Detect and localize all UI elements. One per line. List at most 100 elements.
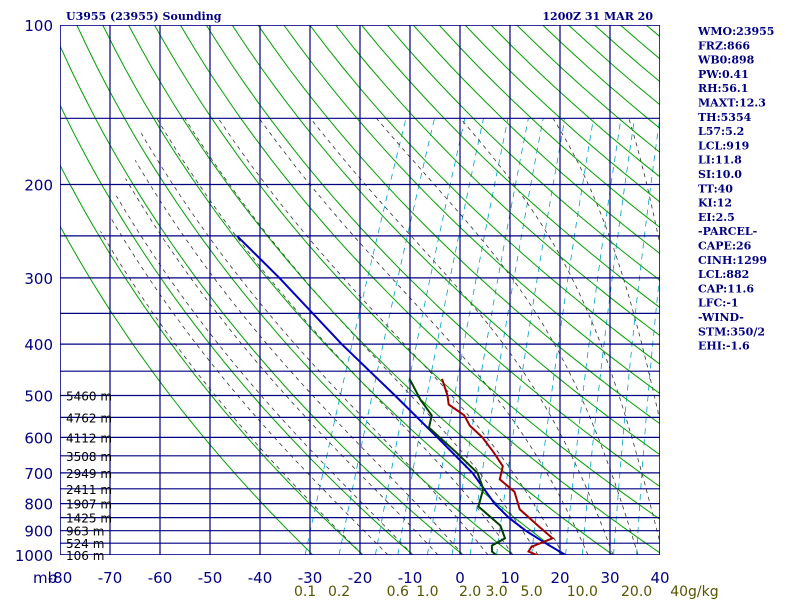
pressure-temp-grid [60, 25, 660, 555]
height-label: 106 m [66, 549, 104, 563]
index-value: EHI:-1.6 [698, 340, 750, 353]
moist-adiabat [310, 118, 614, 555]
mixing-ratio-line [397, 118, 484, 555]
index-value: SI:10.0 [698, 168, 742, 181]
moist-adiabat [552, 118, 660, 424]
index-value: LCL:882 [698, 268, 749, 281]
parcel-trace [236, 235, 568, 555]
mixing-ratio-label: 0.6 [387, 584, 409, 600]
moist-adiabat [217, 118, 564, 555]
mixing-ratio-line [531, 118, 594, 555]
sounding-datetime: 1200Z 31 MAR 20 [542, 10, 653, 23]
moist-adiabat [100, 231, 364, 555]
mixing-ratio-line [375, 118, 466, 555]
pressure-label: 1000 [15, 547, 53, 565]
height-label: 2411 m [66, 483, 112, 497]
height-label: 4112 m [66, 431, 112, 445]
index-value: LFC:-1 [698, 297, 739, 310]
temperature-axis-labels: -80 -70 -60 -50 -40 -30 -20 -10 0 10 20 30 40 [48, 569, 670, 587]
index-value: CAP:11.6 [698, 282, 754, 295]
mixing-ratio-label: 10.0 [567, 584, 598, 600]
height-label: 524 m [66, 537, 104, 551]
pressure-axis-title: mb [33, 569, 57, 587]
temperature-tick-label: 30 [600, 569, 619, 587]
mixing-ratio-line [565, 118, 622, 555]
sounding-traces [236, 235, 568, 555]
temperature-tick-label: -50 [198, 569, 223, 587]
index-value: LCL:919 [698, 139, 749, 152]
pressure-label: 700 [24, 465, 53, 483]
mixing-ratio-label: 0.2 [328, 584, 350, 600]
mixing-ratio-line [338, 118, 435, 555]
index-value: L57:5.2 [698, 125, 744, 138]
index-value: WB0:898 [697, 54, 755, 67]
height-label: 2949 m [66, 467, 112, 481]
moist-adiabat [376, 118, 639, 555]
height-labels: 5460 m 4762 m 4112 m 3508 m 2949 m 2411 m1907… [66, 390, 112, 564]
moist-adiabat [184, 118, 539, 555]
index-value: -WIND- [698, 311, 744, 324]
temperature-tick-label: -20 [348, 569, 373, 587]
index-value: CINH:1299 [698, 254, 767, 267]
pressure-label: 400 [24, 336, 53, 354]
mixing-ratio-line [613, 118, 660, 555]
index-value: MAXT:12.3 [698, 97, 766, 110]
temperature-tick-label: 40 [650, 569, 669, 587]
pressure-label: 800 [24, 496, 53, 514]
height-label: 963 m [66, 525, 104, 539]
pressure-label: 600 [24, 429, 53, 447]
height-label: 1907 m [66, 498, 112, 512]
temperature-tick-label: -80 [48, 569, 73, 587]
moist-adiabats [100, 118, 660, 555]
pressure-label: 200 [24, 177, 53, 195]
index-value: TH:5354 [698, 111, 752, 124]
index-value: EI:2.5 [698, 211, 735, 224]
mixing-ratio-label: 1.0 [416, 584, 438, 600]
mixing-ratio-label: 3.0 [485, 584, 507, 600]
mixing-ratio-lines [304, 118, 660, 555]
index-value: STM:350/2 [698, 325, 765, 338]
mixing-ratio-line [427, 118, 509, 555]
index-value: FRZ:866 [698, 39, 750, 52]
mixing-ratio-line [469, 118, 544, 555]
mixing-ratio-label: 5.0 [520, 584, 542, 600]
mixing-ratio-line [451, 118, 529, 555]
height-label: 4762 m [66, 411, 112, 425]
mixing-ratio-label: 20.0 [621, 584, 652, 600]
mixing-ratio-line [581, 118, 635, 555]
temperature-tick-label: 0 [455, 569, 465, 587]
mixing-ratio-axis-labels: 0.1 0.2 0.6 1.0 2.0 3.0 5.0 10.0 20.0 40g/kg [294, 584, 719, 600]
temperature-tick-label: -70 [98, 569, 123, 587]
index-value: KI:12 [698, 197, 732, 210]
mixing-ratio-line [496, 118, 566, 555]
pressure-label: 900 [24, 523, 53, 541]
mixing-ratio-line [304, 118, 407, 555]
temperature-tick-label: -30 [298, 569, 323, 587]
index-value: CAPE:26 [698, 240, 752, 253]
index-value: LI:11.8 [698, 154, 742, 167]
moist-adiabat [460, 118, 660, 545]
height-label: 3508 m [66, 450, 112, 464]
moist-adiabat [156, 118, 514, 555]
temperature-tick-label: 20 [550, 569, 569, 587]
temperature-tick-label: 10 [500, 569, 519, 587]
moist-adiabat [125, 178, 439, 555]
sounding-title: U3955 (23955) Sounding [66, 10, 222, 23]
mixing-ratio-label: 40g/kg [670, 584, 718, 600]
index-value: PW:0.41 [698, 68, 749, 81]
mixing-ratio-label: 0.1 [294, 584, 316, 600]
temperature-tick-label: -60 [148, 569, 173, 587]
moist-adiabat [258, 118, 589, 555]
pressure-label: 300 [24, 270, 53, 288]
mixing-ratio-label: 2.0 [459, 584, 481, 600]
moist-adiabat [109, 216, 389, 555]
height-label: 1425 m [66, 512, 112, 526]
temperature-trace [441, 378, 555, 555]
index-value: TT:40 [698, 182, 733, 195]
pressure-label: 500 [24, 388, 53, 406]
temperature-tick-label: -10 [398, 569, 423, 587]
moist-adiabat [115, 195, 414, 555]
moist-adiabat [140, 132, 489, 555]
